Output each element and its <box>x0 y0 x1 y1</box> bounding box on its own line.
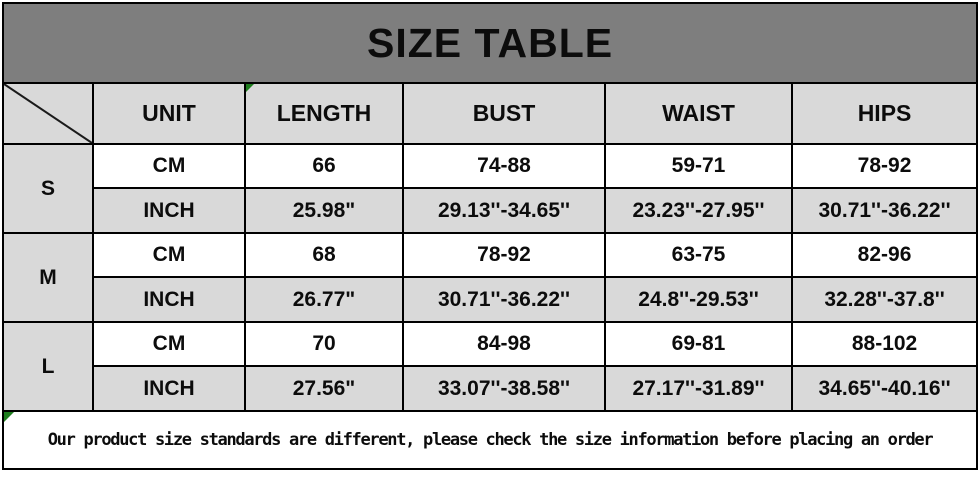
cell-waist: 23.23''-27.95'' <box>604 187 793 234</box>
cell-unit: INCH <box>92 276 246 323</box>
footer-note-cell: Our product size standards are different… <box>1 410 979 470</box>
column-header-label: BUST <box>472 100 536 126</box>
column-header-length: LENGTH <box>244 83 404 145</box>
cell-unit: CM <box>92 232 246 278</box>
column-header-label: LENGTH <box>276 100 372 126</box>
cell-length: 25.98" <box>244 187 404 234</box>
column-header-label: WAIST <box>662 100 735 126</box>
table-row-m-cm: M CM 68 78-92 63-75 82-96 <box>2 232 979 323</box>
title-row: SIZE TABLE <box>1 2 979 84</box>
table-row-s-cm: S CM 66 74-88 59-71 78-92 <box>2 143 979 234</box>
header-row: UNIT LENGTH BUST WAIST HIPS <box>2 83 979 145</box>
cell-hips: 78-92 <box>790 143 979 189</box>
diagonal-header-cell <box>2 83 94 145</box>
cell-hips: 34.65''-40.16'' <box>790 365 979 412</box>
cell-hips: 82-96 <box>790 232 979 278</box>
column-header-waist: WAIST <box>604 83 793 145</box>
page-title: SIZE TABLE <box>1 2 979 84</box>
column-header-label: UNIT <box>142 100 196 126</box>
flag-marker-icon <box>5 413 14 422</box>
cell-length: 26.77" <box>244 276 404 323</box>
size-label-m: M <box>2 232 94 323</box>
cell-bust: 30.71''-36.22'' <box>402 276 606 323</box>
cell-length: 27.56" <box>244 365 404 412</box>
table-row-m-inch: INCH 26.77" 30.71''-36.22'' 24.8''-29.53… <box>3 276 979 323</box>
cell-bust: 33.07''-38.58'' <box>402 365 606 412</box>
footer-row: Our product size standards are different… <box>1 410 979 470</box>
cell-length: 68 <box>244 232 404 278</box>
cell-hips: 32.28''-37.8'' <box>790 276 979 323</box>
table-row-l-cm: L CM 70 84-98 69-81 88-102 <box>2 321 979 412</box>
cell-bust: 74-88 <box>402 143 606 189</box>
flag-marker-icon <box>247 84 254 92</box>
cell-length: 66 <box>244 143 404 189</box>
cell-length: 70 <box>244 321 404 367</box>
cell-bust: 78-92 <box>402 232 606 278</box>
cell-hips: 30.71''-36.22'' <box>790 187 979 234</box>
cell-bust: 29.13''-34.65'' <box>402 187 606 234</box>
size-label-s: S <box>2 143 94 234</box>
size-label-l: L <box>2 321 94 412</box>
diagonal-line <box>4 84 92 143</box>
column-header-label: HIPS <box>857 100 912 126</box>
table-row-l-inch: INCH 27.56" 33.07''-38.58'' 27.17''-31.8… <box>3 365 979 412</box>
cell-unit: INCH <box>92 365 246 412</box>
footer-note: Our product size standards are different… <box>47 430 934 450</box>
cell-waist: 27.17''-31.89'' <box>604 365 793 412</box>
column-header-unit: UNIT <box>92 83 246 145</box>
column-header-hips: HIPS <box>790 83 979 145</box>
cell-bust: 84-98 <box>402 321 606 367</box>
cell-waist: 69-81 <box>604 321 793 367</box>
cell-unit: INCH <box>92 187 246 234</box>
cell-hips: 88-102 <box>790 321 979 367</box>
cell-waist: 63-75 <box>604 232 793 278</box>
cell-waist: 59-71 <box>604 143 793 189</box>
table-row-s-inch: INCH 25.98" 29.13''-34.65'' 23.23''-27.9… <box>3 187 979 234</box>
cell-unit: CM <box>92 143 246 189</box>
column-header-bust: BUST <box>402 83 606 145</box>
cell-waist: 24.8''-29.53'' <box>604 276 793 323</box>
cell-unit: CM <box>92 321 246 367</box>
size-table: SIZE TABLE UNIT LENGTH BUST WAIST HIPS S… <box>1 2 979 470</box>
